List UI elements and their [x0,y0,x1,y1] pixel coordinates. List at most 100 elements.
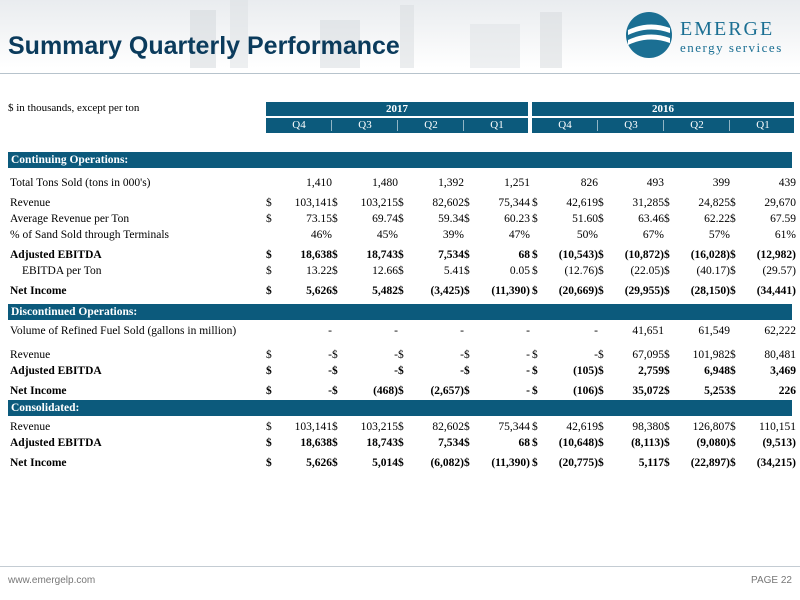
cell-value: 51.60 [572,213,598,225]
currency-symbol: $ [266,213,272,225]
table-cell: $73.15 [266,212,332,227]
table-cell: $ - [332,364,398,379]
cell-value: (40.17) [696,265,730,277]
currency-symbol: $ [598,249,604,261]
table-cell: $18,743 [332,248,398,263]
table-cell: $103,215 [332,196,398,211]
cell-value: 62.22 [704,213,730,225]
industrial-background-image [190,0,562,68]
cell-value: 1,392 [438,177,464,189]
table-cell: $63.46 [598,212,664,227]
cell-value: - [526,385,530,397]
quarter-divider [397,120,398,131]
table-cell: $ (10,543) [532,248,598,263]
table-row: Revenue $103,141 $103,215 $82,602 $75,344 $42… [0,420,800,435]
cell-value: (11,390) [491,285,530,297]
table-cell: $5.41 [398,264,464,279]
table-cell: $ (34,215) [730,456,796,471]
section-header: Discontinued Operations: [8,304,792,320]
row-label: EBITDA per Ton [22,265,102,277]
cell-value: - [460,349,464,361]
quarter-header: Q1 [756,119,770,131]
cell-value: 68 [518,249,531,261]
table-cell: $82,602 [398,196,464,211]
cell-value: 45% [376,229,398,241]
currency-symbol: $ [664,365,670,377]
currency-symbol: $ [532,385,538,397]
cell-value: (105) [573,365,598,377]
cell-value: 18,638 [300,437,332,449]
cell-value: 39% [442,229,464,241]
currency-symbol: $ [398,349,404,361]
quarter-header: Q3 [358,119,372,131]
currency-symbol: $ [332,457,338,469]
table-cell: $ (9,080) [664,436,730,451]
cell-value: 103,141 [294,421,332,433]
row-label: Adjusted EBITDA [10,437,102,449]
table-cell: $12.66 [332,264,398,279]
table-cell: $ (10,648) [532,436,598,451]
currency-symbol: $ [398,213,404,225]
currency-symbol: $ [532,249,538,261]
currency-symbol: $ [664,437,670,449]
table-cell: $18,638 [266,248,332,263]
table-cell: $ - [464,364,530,379]
table-row: Volume of Refined Fuel Sold (gallons in … [0,324,800,339]
cell-value: 24,825 [698,197,730,209]
table-cell: $98,380 [598,420,664,435]
currency-symbol: $ [464,421,470,433]
quarter-header: Q2 [690,119,704,131]
cell-value: 42,619 [566,421,598,433]
currency-symbol: $ [664,213,670,225]
table-cell: $5,117 [598,456,664,471]
table-cell: $62.22 [664,212,730,227]
cell-value: 46% [310,229,332,241]
cell-value: 101,982 [692,349,730,361]
year-header-2017: 2017 [266,102,528,116]
currency-symbol: $ [532,265,538,277]
cell-value: (9,080) [696,437,730,449]
cell-value: 68 [518,437,531,449]
cell-value: 75,344 [498,421,530,433]
table-cell: $69.74 [332,212,398,227]
table-cell: $80,481 [730,348,796,363]
table-cell: 57% [664,228,730,243]
table-cell: $5,626 [266,456,332,471]
table-cell: $ (22,897) [664,456,730,471]
table-cell: 62,222 [730,324,796,339]
cell-value: 82,602 [432,197,464,209]
cell-value: 73.15 [306,213,332,225]
currency-symbol: $ [332,385,338,397]
currency-symbol: $ [598,197,604,209]
table-cell: $5,014 [332,456,398,471]
cell-value: 226 [778,385,796,397]
cell-value: 67,095 [632,349,664,361]
table-cell: $35,072 [598,384,664,399]
table-cell: $ (12,982) [730,248,796,263]
currency-symbol: $ [664,249,670,261]
currency-symbol: $ [730,285,736,297]
header-divider [0,73,800,74]
table-row: Adjusted EBITDA $18,638 $18,743 $7,534 $68 $(… [0,248,800,263]
quarter-header: Q1 [490,119,504,131]
table-row: Net Income $5,626 $5,482 $ (3,425) $ (11,390) $… [0,284,800,299]
cell-value: (16,028) [690,249,730,261]
row-label: Net Income [10,285,67,297]
footer-url[interactable]: www.emergelp.com [8,575,96,586]
currency-symbol: $ [266,249,272,261]
currency-symbol: $ [464,349,470,361]
cell-value: - [394,349,398,361]
table-cell: $ (11,390) [464,284,530,299]
quarter-divider [331,120,332,131]
table-cell: $126,807 [664,420,730,435]
section-title: Discontinued Operations: [11,306,138,318]
row-label: Average Revenue per Ton [10,213,130,225]
quarter-header: Q2 [424,119,438,131]
cell-value: (29.57) [762,265,796,277]
logo-tagline: energy services [680,40,783,55]
table-cell: $67,095 [598,348,664,363]
cell-value: (20,775) [558,457,598,469]
cell-value: - [394,365,398,377]
table-cell: $ (20,669) [532,284,598,299]
cell-value: 5,626 [306,457,332,469]
